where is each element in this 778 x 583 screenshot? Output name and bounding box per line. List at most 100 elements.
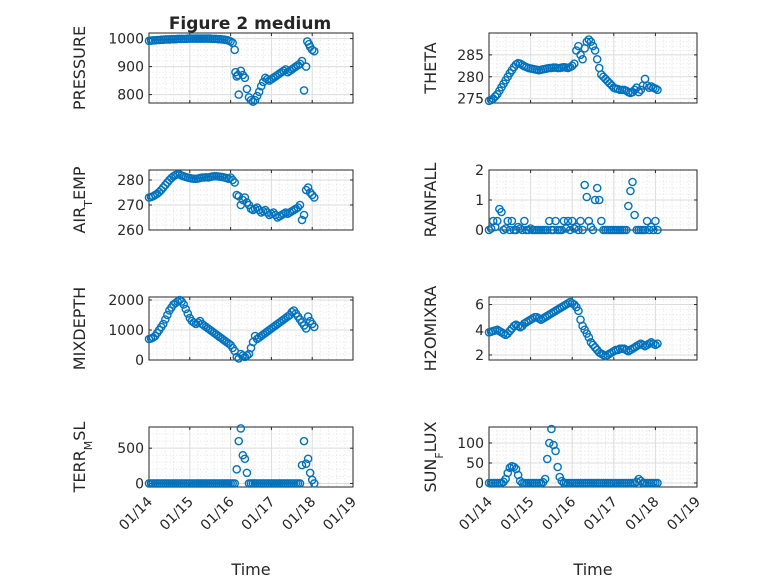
y-tick-label: 50 <box>466 456 484 472</box>
plot-area <box>148 32 354 104</box>
x-tick-label: 01/16 <box>198 494 238 534</box>
y-tick-label: 6 <box>475 298 484 314</box>
axes-frame <box>488 32 698 104</box>
data-point <box>586 338 596 347</box>
data-point <box>540 474 550 484</box>
data-point <box>590 195 600 205</box>
y-tick-label: 2 <box>475 163 484 179</box>
data-point <box>240 454 250 464</box>
data-point <box>561 224 571 233</box>
data-point <box>499 225 508 235</box>
data-point <box>156 185 166 195</box>
data-point <box>158 319 168 329</box>
data-point <box>158 183 168 192</box>
data-point <box>293 203 303 212</box>
data-point <box>189 318 199 327</box>
axes-frame <box>148 32 354 104</box>
data-point <box>252 91 262 101</box>
data-point <box>590 343 600 352</box>
subplot-sun-flux: 0 50 100 SUNFLUX 01/14 01/15 01/16 01/17 01/18 01… <box>421 421 704 579</box>
y-axis-label: H2OMIXRA <box>421 286 440 372</box>
y-tick-label: 4 <box>475 323 484 339</box>
data-point <box>263 208 272 217</box>
data-point <box>578 54 587 64</box>
data-point <box>303 312 313 321</box>
x-tick-label: 01/15 <box>157 494 197 534</box>
data-point <box>653 85 662 95</box>
data-point <box>574 225 583 235</box>
y-tick-label: 0 <box>135 476 144 492</box>
data-point <box>592 183 602 193</box>
y-axis-label: PRESSURE <box>70 26 89 110</box>
data-point <box>584 333 594 342</box>
data-point <box>578 225 587 235</box>
data-point <box>248 97 258 106</box>
data-point <box>263 74 272 84</box>
x-tick-label: 01/16 <box>539 494 579 534</box>
data-point <box>232 465 242 474</box>
y-axis-label: RAINFALL <box>421 163 440 238</box>
data-point <box>181 304 191 314</box>
y-tick-label: 270 <box>117 198 144 214</box>
data-point <box>279 66 288 76</box>
x-tick-label: 01/17 <box>239 494 279 534</box>
data-point <box>271 210 280 220</box>
data-point <box>236 66 246 76</box>
data-point <box>486 224 496 233</box>
data-point <box>574 306 583 316</box>
data-point <box>303 183 313 192</box>
y-tick-label: 280 <box>457 70 484 86</box>
data-point <box>226 37 235 46</box>
data-point <box>161 315 170 324</box>
data-point <box>563 216 573 226</box>
y-tick-label: 2 <box>475 348 484 364</box>
data-point <box>309 193 319 202</box>
data-point <box>163 310 172 320</box>
data-point <box>569 300 579 309</box>
data-point <box>582 192 592 202</box>
y-tick-label: 0 <box>475 476 484 492</box>
data-point <box>297 215 307 225</box>
data-point <box>594 195 604 205</box>
data-point <box>301 324 311 333</box>
data-point <box>505 326 515 336</box>
data-point <box>549 225 558 235</box>
data-point <box>567 61 577 71</box>
data-point <box>299 436 309 446</box>
data-point <box>628 177 637 187</box>
data-point <box>254 205 264 215</box>
data-point <box>242 351 252 360</box>
data-point <box>252 203 262 212</box>
data-point <box>569 224 579 233</box>
data-point <box>569 59 579 68</box>
data-point <box>653 225 662 235</box>
data-point <box>542 225 552 235</box>
axes-frame <box>148 296 354 361</box>
data-point <box>183 309 193 318</box>
data-point <box>517 225 527 235</box>
data-point <box>242 198 252 207</box>
x-tick-label: 01/19 <box>320 494 360 534</box>
y-tick-label: 1000 <box>108 32 144 48</box>
data-point <box>309 479 319 488</box>
data-point <box>524 225 533 235</box>
data-point <box>230 45 239 55</box>
data-point <box>507 216 517 226</box>
data-point <box>307 190 317 200</box>
plot-area <box>148 426 354 488</box>
data-point <box>503 468 513 478</box>
data-point <box>557 225 567 235</box>
data-point <box>630 210 639 220</box>
data-point <box>230 178 239 187</box>
data-point <box>501 224 510 233</box>
data-point <box>242 84 252 94</box>
x-tick-label: 01/17 <box>581 494 621 534</box>
x-tick-label: 01/14 <box>456 494 496 534</box>
y-tick-label: 0 <box>475 223 484 239</box>
data-point <box>250 95 260 105</box>
x-tick-label: 01/15 <box>498 494 538 534</box>
data-point <box>630 85 639 95</box>
data-point <box>238 351 248 360</box>
series-markers <box>484 297 662 361</box>
